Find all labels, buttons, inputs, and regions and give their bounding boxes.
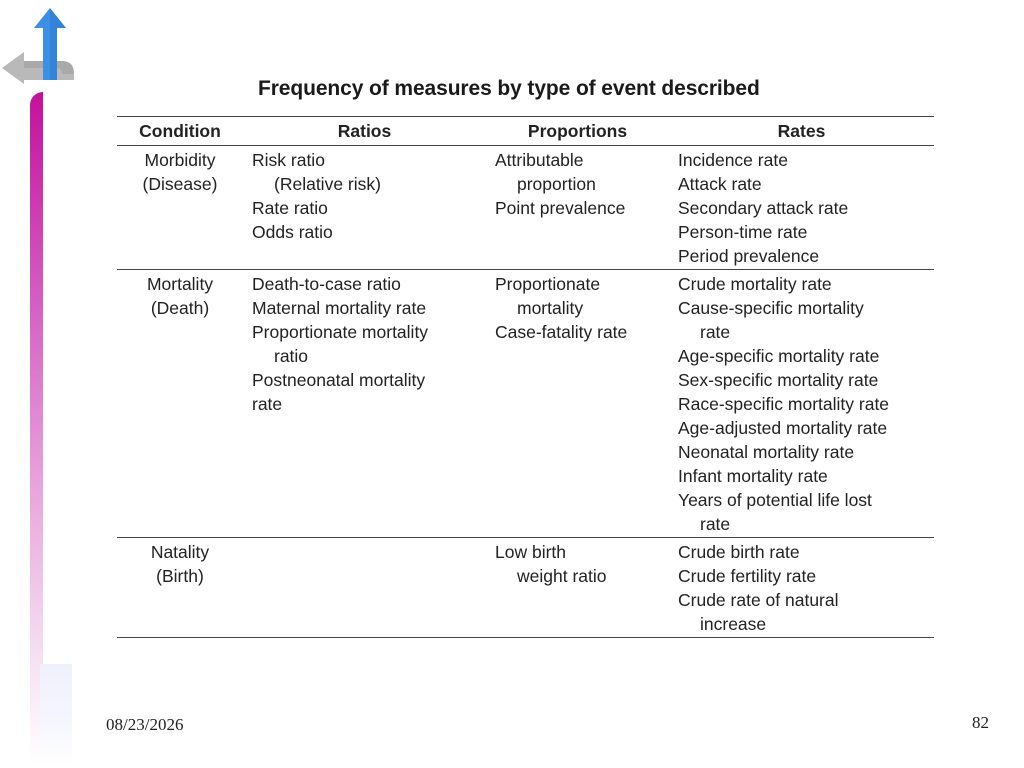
decorative-side-block <box>40 664 72 764</box>
proportion-item: weight ratio <box>517 566 607 586</box>
header-rates: Rates <box>669 116 934 146</box>
proportion-item: Attributable <box>495 150 584 170</box>
proportions-cell: Low birth weight ratio <box>486 537 669 638</box>
rate-item: rate <box>700 514 731 534</box>
rate-item: Crude rate of natural <box>678 590 839 610</box>
ratio-item: Odds ratio <box>252 222 333 242</box>
rate-item: Age-specific mortality rate <box>678 346 880 366</box>
condition-line: (Disease) <box>142 174 218 194</box>
rate-item: Race-specific mortality rate <box>678 394 890 414</box>
measures-table: Condition Ratios Proportions Rates Morbi… <box>117 116 934 638</box>
rate-item: Incidence rate <box>678 150 788 170</box>
page-number: 82 <box>972 713 989 732</box>
header-condition: Condition <box>117 116 243 146</box>
ratio-item: Rate ratio <box>252 198 328 218</box>
ratio-item: Proportionate mortality <box>252 322 429 342</box>
rate-item: rate <box>700 322 731 342</box>
table-header-row: Condition Ratios Proportions Rates <box>117 116 934 146</box>
condition-line: (Death) <box>150 298 210 318</box>
condition-line: Mortality <box>146 274 214 294</box>
rate-item: Crude birth rate <box>678 542 800 562</box>
ratio-item: Risk ratio <box>252 150 325 170</box>
proportions-cell: Attributable proportion Point prevalence <box>486 145 669 270</box>
proportion-item: Proportionate <box>495 274 601 294</box>
rate-item: Age-adjusted mortality rate <box>678 418 888 438</box>
rate-item: Sex-specific mortality rate <box>678 370 879 390</box>
table-row-mortality: Mortality (Death) Death-to-case ratio Ma… <box>117 269 934 538</box>
ratios-cell <box>243 537 486 638</box>
rates-cell: Crude birth rate Crude fertility rate Cr… <box>669 537 934 638</box>
proportion-item: Point prevalence <box>495 198 626 218</box>
proportion-item: Case-fatality rate <box>495 322 628 342</box>
proportion-item: mortality <box>517 298 584 318</box>
proportion-item: Low birth <box>495 542 567 562</box>
rate-item: Cause-specific mortality <box>678 298 864 318</box>
condition-cell: Mortality (Death) <box>117 269 243 538</box>
condition-cell: Morbidity (Disease) <box>117 145 243 270</box>
rates-cell: Incidence rate Attack rate Secondary att… <box>669 145 934 270</box>
slide-date: 08/23/2026 <box>106 715 184 734</box>
rate-item: Infant mortality rate <box>678 466 828 486</box>
ratio-item: Maternal mortality rate <box>252 298 427 318</box>
condition-cell: Natality (Birth) <box>117 537 243 638</box>
proportions-cell: Proportionate mortality Case-fatality ra… <box>486 269 669 538</box>
header-ratios: Ratios <box>243 116 486 146</box>
condition-line: Morbidity <box>144 150 216 170</box>
ratio-item: rate <box>252 394 283 414</box>
table-row-morbidity: Morbidity (Disease) Risk ratio (Relative… <box>117 145 934 270</box>
rate-item: Person-time rate <box>678 222 808 242</box>
condition-line: Natality <box>150 542 210 562</box>
rate-item: Secondary attack rate <box>678 198 849 218</box>
rate-item: Crude mortality rate <box>678 274 832 294</box>
ratios-cell: Death-to-case ratio Maternal mortality r… <box>243 269 486 538</box>
rate-item: Years of potential life lost <box>678 490 872 510</box>
rate-item: Attack rate <box>678 174 762 194</box>
ratio-item: ratio <box>274 346 309 366</box>
ratio-item: Death-to-case ratio <box>252 274 401 294</box>
rates-cell: Crude mortality rate Cause-specific mort… <box>669 269 934 538</box>
slide-title: Frequency of measures by type of event d… <box>258 77 760 100</box>
ratios-cell: Risk ratio (Relative risk) Rate ratio Od… <box>243 145 486 270</box>
rate-item: increase <box>700 614 767 634</box>
ratio-item: (Relative risk) <box>274 174 381 194</box>
return-arrow-icon[interactable] <box>0 4 80 94</box>
decorative-side-bar <box>30 92 43 764</box>
condition-line: (Birth) <box>156 566 204 586</box>
proportion-item: proportion <box>517 174 596 194</box>
rate-item: Period prevalence <box>678 246 820 266</box>
header-proportions: Proportions <box>486 116 669 146</box>
ratio-item: Postneonatal mortality <box>252 370 426 390</box>
table-row-natality: Natality (Birth) Low birth weight ratio … <box>117 537 934 638</box>
rate-item: Crude fertility rate <box>678 566 817 586</box>
rate-item: Neonatal mortality rate <box>678 442 855 462</box>
